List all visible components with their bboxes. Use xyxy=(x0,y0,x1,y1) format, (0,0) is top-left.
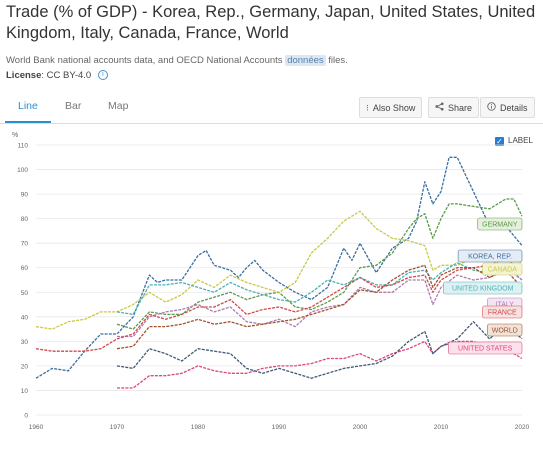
line-chart: % 0 10 20 30 40 50 60 70 80 90 100 110 1960 1970 1980 19… xyxy=(12,132,530,431)
y-tick-label: 0 xyxy=(24,413,28,420)
y-tick-label: 80 xyxy=(21,216,29,223)
series-line xyxy=(116,198,523,330)
share-button[interactable]: Share xyxy=(428,97,480,119)
series-line xyxy=(116,321,523,379)
more-vertical-icon: ⁝ xyxy=(366,103,369,113)
label-toggle-checkbox[interactable]: ✓ xyxy=(495,137,504,146)
series-label-box xyxy=(457,249,523,263)
license-label: License xyxy=(6,70,42,81)
x-tick-label: 2020 xyxy=(515,424,530,431)
x-tick-label: 1990 xyxy=(272,424,287,431)
license-line: License: CC BY-4.0 i xyxy=(6,70,108,81)
series-label-box xyxy=(477,217,523,231)
x-tick-label: 1960 xyxy=(29,424,44,431)
series-line xyxy=(117,267,523,338)
series-label-box xyxy=(482,305,523,319)
series-label-box xyxy=(487,323,523,337)
y-tick-label: 10 xyxy=(21,388,29,395)
info-icon[interactable]: i xyxy=(97,70,108,81)
chart-area: % 0 10 20 30 40 50 60 70 80 90 100 110 1960 1970 1980 19… xyxy=(0,123,543,471)
series-label: FRANCE xyxy=(488,310,517,317)
page-title: Trade (% of GDP) - Korea, Rep., Germany,… xyxy=(6,3,536,42)
x-tick-label: 2000 xyxy=(353,424,368,431)
series-line xyxy=(35,156,523,379)
y-tick-label: 40 xyxy=(21,314,29,321)
y-tick-label: 110 xyxy=(18,143,29,150)
y-tick-label: 60 xyxy=(21,265,29,272)
tab-line[interactable]: Line xyxy=(18,100,38,112)
series-label-box xyxy=(482,262,523,276)
series-line xyxy=(35,257,523,352)
share-icon xyxy=(435,98,444,119)
series-line xyxy=(35,210,523,330)
series-label: UNITED STATES xyxy=(458,346,513,353)
series-line xyxy=(116,264,523,350)
also-show-label: Also Show xyxy=(372,103,416,113)
series-label-box xyxy=(447,341,523,355)
y-tick-label: 70 xyxy=(21,241,29,248)
series-label-box xyxy=(443,281,523,295)
source-link-highlight[interactable]: données xyxy=(285,55,326,66)
label-toggle-text: LABEL xyxy=(508,136,533,145)
y-tick-label: 20 xyxy=(21,363,29,370)
x-tick-label: 1980 xyxy=(191,424,206,431)
y-axis-label: % xyxy=(12,132,18,139)
series-label: UNITED KINGDOM xyxy=(452,286,514,293)
x-tick-label: 2010 xyxy=(434,424,449,431)
series-label: WORLD xyxy=(492,328,518,335)
series-line xyxy=(116,262,523,316)
share-label: Share xyxy=(448,103,473,113)
y-tick-label: 100 xyxy=(17,167,28,174)
active-tab-indicator xyxy=(5,121,51,123)
series-label: GERMANY xyxy=(482,222,518,229)
series-label: ITALY xyxy=(496,302,515,309)
details-button[interactable]: Details xyxy=(480,97,535,118)
x-tick-label: 1970 xyxy=(110,424,125,431)
license-value: : CC BY-4.0 xyxy=(41,70,92,81)
source-suffix: files. xyxy=(328,55,348,66)
source-text: World Bank national accounts data, and O… xyxy=(6,55,283,66)
y-tick-label: 90 xyxy=(21,192,29,199)
y-tick-label: 30 xyxy=(21,339,29,346)
tab-map[interactable]: Map xyxy=(108,100,129,112)
y-tick-label: 50 xyxy=(21,290,29,297)
series-label: KOREA, REP. xyxy=(468,254,512,261)
tab-bar[interactable]: Bar xyxy=(65,100,82,112)
source-note: World Bank national accounts data, and O… xyxy=(6,55,348,66)
details-label: Details xyxy=(500,103,528,113)
info-circle-icon xyxy=(487,98,496,119)
chart-tabs: Line Bar Map xyxy=(0,93,543,124)
series-label: CANADA xyxy=(488,267,518,274)
also-show-button[interactable]: ⁝ Also Show xyxy=(359,97,423,118)
